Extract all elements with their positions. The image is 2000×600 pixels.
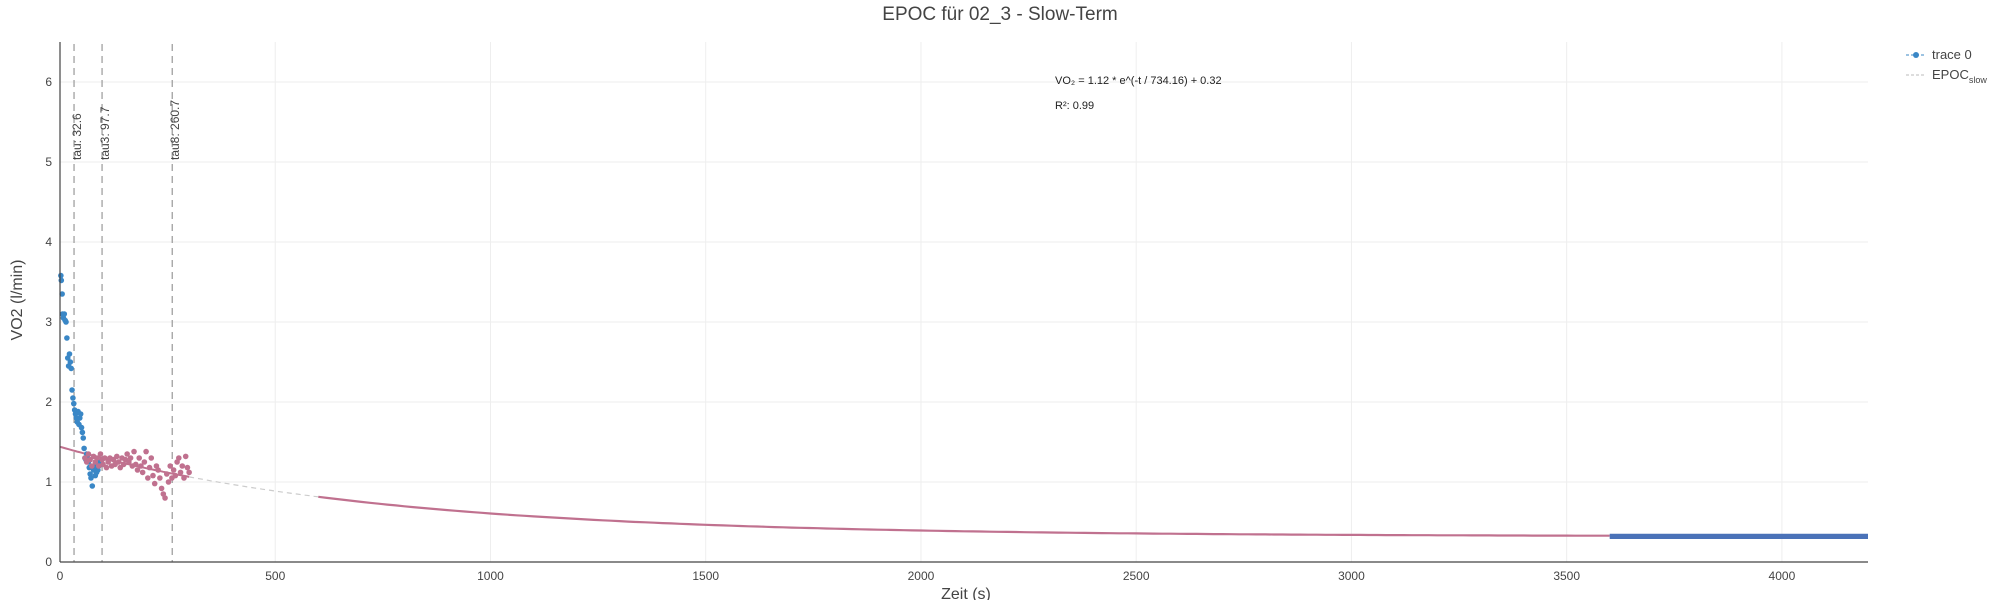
trace0-point bbox=[78, 424, 85, 431]
tau-lines: tau: 32.6 tau3: 97.7 tau8: 260.7 bbox=[70, 44, 182, 562]
epoc-point bbox=[184, 464, 191, 471]
legend[interactable]: trace 0 EPOCslow bbox=[1906, 47, 1987, 85]
epoc-point bbox=[124, 451, 130, 457]
epoc-point bbox=[101, 455, 108, 461]
equation-annotation: VO₂ = 1.12 * e^(-t / 734.16) + 0.32 bbox=[1055, 75, 1222, 87]
trace0-point bbox=[77, 411, 84, 417]
epoc-point bbox=[131, 448, 137, 455]
epoc-point bbox=[103, 464, 110, 471]
x-axis-title: Zeit (s) bbox=[941, 586, 991, 600]
epoc-point bbox=[138, 463, 144, 469]
tau-line-label: tau3: 97.7 bbox=[98, 106, 112, 160]
epoc-point bbox=[167, 463, 174, 469]
epoc-point bbox=[95, 463, 102, 469]
epoc-point bbox=[139, 469, 146, 476]
x-tick-label: 500 bbox=[265, 569, 285, 583]
trace0-point bbox=[89, 483, 96, 489]
x-tick-label: 0 bbox=[57, 569, 64, 583]
epoc-point bbox=[181, 475, 187, 481]
epoc-point bbox=[127, 455, 134, 461]
fit-curve-slow bbox=[318, 495, 1610, 537]
epoc-point bbox=[155, 467, 161, 473]
y-tick-label: 4 bbox=[45, 235, 52, 249]
epoc-point bbox=[170, 467, 177, 473]
y-tick-label: 5 bbox=[45, 155, 52, 169]
epoc-point bbox=[134, 467, 141, 473]
y-tick-label: 0 bbox=[45, 555, 52, 569]
x-tick-label: 3500 bbox=[1553, 569, 1580, 583]
trace0-point bbox=[70, 400, 77, 407]
legend-label-trace0: trace 0 bbox=[1932, 47, 1972, 62]
epoc-point bbox=[182, 453, 189, 460]
epoc-point bbox=[177, 469, 184, 476]
epoc-point bbox=[163, 471, 170, 477]
epoc-point bbox=[136, 455, 143, 461]
grid bbox=[60, 42, 1868, 562]
epoc-point bbox=[89, 463, 95, 469]
x-tick-label: 2500 bbox=[1123, 569, 1150, 583]
epoc-point bbox=[148, 455, 155, 461]
trace0-point bbox=[88, 475, 94, 481]
fit-curve-extrapolation bbox=[188, 476, 319, 498]
y-tick-label: 3 bbox=[45, 315, 52, 329]
trace0-point bbox=[68, 365, 74, 372]
x-tick-label: 3000 bbox=[1338, 569, 1365, 583]
trace0-point bbox=[67, 359, 74, 365]
tau-line-label: tau: 32.6 bbox=[70, 113, 84, 160]
epoc-point bbox=[162, 495, 168, 501]
epoc-point bbox=[186, 469, 192, 476]
x-tick-label: 4000 bbox=[1769, 569, 1796, 583]
epoc-point bbox=[150, 472, 156, 479]
trace0-point bbox=[58, 277, 65, 284]
epoc-point bbox=[158, 485, 165, 492]
epoc-point bbox=[143, 448, 149, 455]
axes: 0 500 1000 1500 2000 2500 3000 3500 4000 0 1 2 3 4 5 6 bbox=[45, 42, 1868, 583]
legend-label-epoc-slow: EPOCslow bbox=[1932, 67, 1987, 85]
y-tick-label: 6 bbox=[45, 75, 52, 89]
trace0-point bbox=[70, 395, 76, 401]
epoc-point bbox=[97, 451, 104, 457]
chart-title: EPOC für 02_3 - Slow-Term bbox=[882, 4, 1117, 25]
x-tick-label: 2000 bbox=[908, 569, 935, 583]
trace0-point bbox=[79, 429, 86, 436]
epoc-point bbox=[94, 455, 100, 461]
trace0-point bbox=[69, 387, 75, 393]
epoc-point bbox=[172, 472, 179, 479]
trace0-point bbox=[63, 319, 69, 325]
trace0-point bbox=[66, 351, 73, 357]
y-tick-label: 1 bbox=[45, 475, 52, 489]
x-tick-label: 1000 bbox=[477, 569, 504, 583]
r2-annotation: R²: 0.99 bbox=[1055, 100, 1094, 112]
epoc-point bbox=[115, 459, 122, 465]
trace0-point bbox=[81, 445, 87, 452]
epoc-point bbox=[165, 479, 172, 485]
tau-line-label: tau8: 260.7 bbox=[168, 100, 182, 160]
epoc-point bbox=[176, 455, 182, 461]
epoc-point bbox=[146, 464, 153, 471]
trace0-point bbox=[64, 335, 70, 341]
epoc-point bbox=[132, 461, 139, 468]
legend-item-epoc-slow[interactable]: EPOCslow bbox=[1906, 67, 1987, 85]
trace0-point bbox=[80, 435, 87, 441]
fit-layer bbox=[59, 445, 1868, 539]
epoc-point bbox=[141, 459, 148, 465]
legend-item-trace0[interactable]: trace 0 bbox=[1906, 47, 1972, 62]
trace0-point bbox=[61, 311, 68, 317]
epoc-point bbox=[114, 453, 120, 460]
epoc-point bbox=[179, 463, 186, 469]
epoc-point bbox=[85, 451, 92, 457]
y-tick-label: 2 bbox=[45, 395, 52, 409]
x-tick-label: 1500 bbox=[692, 569, 719, 583]
trace0-point bbox=[58, 272, 64, 279]
epoc-point bbox=[151, 480, 158, 487]
y-axis-title: VO2 (l/min) bbox=[9, 260, 26, 341]
epoc-point bbox=[145, 475, 151, 481]
epoc-point bbox=[120, 461, 127, 468]
epoc-point bbox=[157, 475, 163, 481]
trace0-point bbox=[59, 291, 65, 297]
